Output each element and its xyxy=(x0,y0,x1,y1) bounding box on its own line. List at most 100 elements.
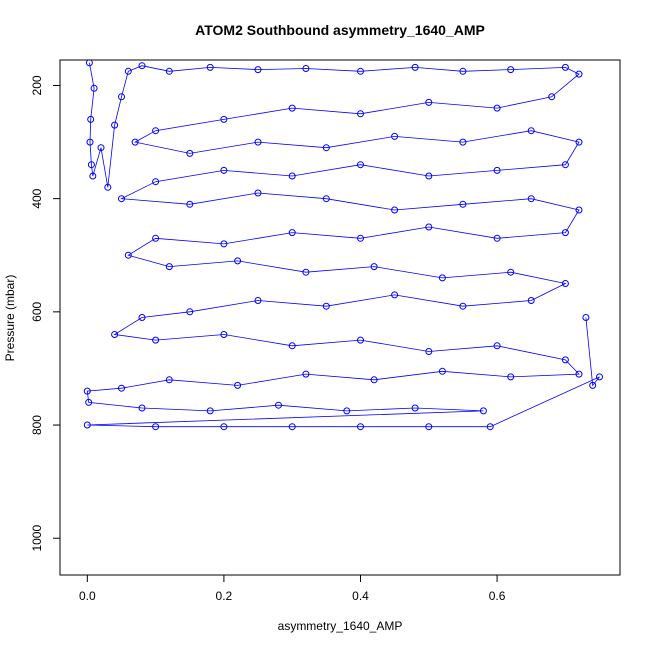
data-point xyxy=(138,404,146,412)
y-axis-label: Pressure (mbar) xyxy=(3,275,17,362)
data-point xyxy=(357,336,364,344)
data-point xyxy=(527,127,535,135)
data-point xyxy=(104,183,112,191)
data-point xyxy=(438,274,446,282)
data-point xyxy=(493,166,501,174)
data-point xyxy=(131,138,139,146)
data-point xyxy=(186,308,194,316)
x-axis: 0.0 0.2 0.4 0.6 xyxy=(79,574,506,603)
y-axis: 200 400 600 800 1000 xyxy=(30,75,61,552)
data-point xyxy=(370,376,378,384)
x-tick-label: 0.2 xyxy=(216,589,233,603)
data-point xyxy=(90,84,98,92)
data-point xyxy=(486,423,494,431)
y-tick-label: 200 xyxy=(30,75,44,95)
data-point xyxy=(111,121,119,129)
data-point xyxy=(561,229,569,237)
data-point xyxy=(575,70,583,78)
data-point xyxy=(152,336,160,344)
data-point xyxy=(561,63,569,71)
data-point xyxy=(411,404,419,412)
data-point xyxy=(220,166,228,174)
data-point xyxy=(548,93,556,101)
data-point xyxy=(459,302,467,310)
data-point xyxy=(322,302,330,310)
data-point xyxy=(220,423,228,431)
data-point xyxy=(186,149,194,157)
x-tick-label: 0.6 xyxy=(489,589,506,603)
data-point xyxy=(343,407,351,415)
data-point xyxy=(254,189,262,197)
data-point xyxy=(124,67,132,75)
data-point xyxy=(220,115,228,123)
series-line xyxy=(86,62,600,428)
data-point xyxy=(97,144,105,152)
data-point xyxy=(288,172,296,180)
data-point xyxy=(111,331,119,338)
data-point xyxy=(322,144,330,152)
data-point xyxy=(370,263,378,271)
data-point xyxy=(275,401,282,409)
y-tick-label: 800 xyxy=(30,415,44,435)
data-point xyxy=(152,423,160,431)
data-point xyxy=(288,342,296,350)
data-point xyxy=(527,195,535,203)
data-point xyxy=(425,223,433,231)
data-point xyxy=(459,200,467,208)
data-point xyxy=(288,229,296,237)
chart-title: ATOM2 Southbound asymmetry_1640_AMP xyxy=(195,22,485,38)
data-point xyxy=(391,206,399,214)
data-point xyxy=(165,376,173,384)
data-point xyxy=(85,398,93,406)
data-point xyxy=(118,93,125,101)
data-point xyxy=(288,104,296,112)
data-point xyxy=(575,370,583,378)
data-point xyxy=(596,373,603,381)
data-point xyxy=(459,138,467,146)
data-point xyxy=(425,172,433,180)
data-point xyxy=(138,314,146,321)
data-point xyxy=(527,297,535,304)
data-point xyxy=(589,381,597,389)
data-point xyxy=(83,421,91,429)
data-point xyxy=(561,280,569,287)
data-point xyxy=(254,297,262,304)
data-point xyxy=(118,195,125,203)
data-point xyxy=(438,367,446,375)
data-point xyxy=(507,373,515,381)
data-point xyxy=(124,251,132,259)
data-point xyxy=(322,195,330,203)
data-point xyxy=(165,67,173,75)
data-point xyxy=(89,172,97,180)
data-point xyxy=(302,268,310,276)
data-point xyxy=(357,234,364,242)
data-point xyxy=(357,110,364,118)
data-point xyxy=(302,65,310,72)
data-point xyxy=(254,138,262,146)
data-point xyxy=(561,161,569,169)
data-point xyxy=(302,370,310,378)
x-tick-label: 0.4 xyxy=(352,589,369,603)
data-point xyxy=(186,200,194,208)
data-point xyxy=(391,291,399,299)
data-point xyxy=(479,407,487,415)
data-point xyxy=(254,66,262,74)
x-tick-label: 0.0 xyxy=(79,589,96,603)
data-point xyxy=(357,161,364,169)
data-point xyxy=(152,234,160,242)
data-point xyxy=(411,63,419,71)
data-point xyxy=(507,268,515,276)
data-point xyxy=(425,348,433,355)
data-point xyxy=(288,423,296,431)
data-layer xyxy=(83,59,603,431)
y-tick-label: 400 xyxy=(30,188,44,208)
data-point xyxy=(425,98,433,106)
data-point xyxy=(206,63,214,71)
data-point xyxy=(357,423,364,431)
data-point xyxy=(118,384,125,392)
data-point xyxy=(561,356,569,364)
data-point xyxy=(85,59,93,67)
data-point xyxy=(582,314,590,321)
data-point xyxy=(234,381,242,389)
